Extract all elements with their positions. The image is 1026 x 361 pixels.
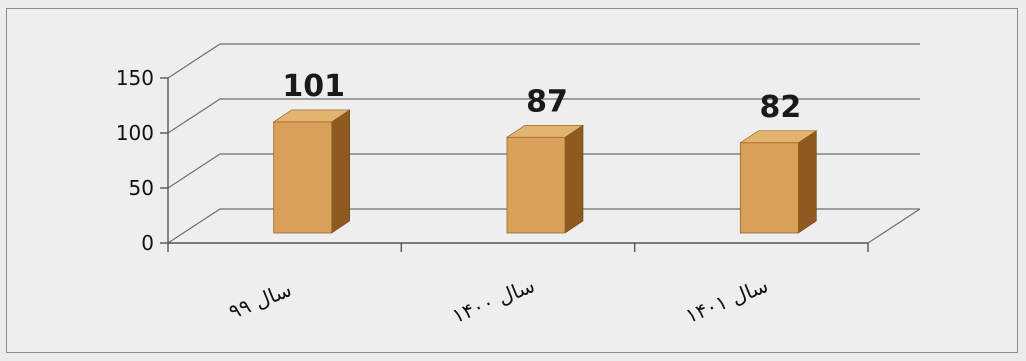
floor-edge xyxy=(867,208,921,244)
category-label: سال ۹۹ xyxy=(225,277,294,324)
data-label: 87 xyxy=(526,84,568,119)
data-label: 101 xyxy=(282,69,345,104)
data-labels: 101 87 82 xyxy=(282,69,801,125)
category-labels: سال ۹۹ سال ۱۴۰۰ سال ۱۴۰۱ xyxy=(225,273,771,328)
bar-side-face xyxy=(564,124,584,234)
bar xyxy=(506,124,584,234)
bar-front-face xyxy=(273,121,333,234)
gridline xyxy=(167,153,920,189)
gridline xyxy=(167,98,920,134)
y-tick-label: 100 xyxy=(116,121,154,145)
chart-axes xyxy=(160,77,921,252)
y-axis-tick-labels: 0 50 100 150 xyxy=(116,66,154,255)
bar xyxy=(739,130,818,234)
category-label: سال ۱۴۰۰ xyxy=(449,273,538,328)
y-tick-label: 150 xyxy=(116,66,154,90)
data-label: 82 xyxy=(759,90,801,125)
category-label: سال ۱۴۰۱ xyxy=(682,273,771,328)
bar xyxy=(272,109,351,234)
bar-side-face xyxy=(798,130,817,234)
y-tick-label: 0 xyxy=(141,231,154,255)
gridline xyxy=(167,43,920,79)
bar-front-face xyxy=(506,136,566,234)
bar-front-face xyxy=(739,142,799,234)
gridline xyxy=(167,208,920,244)
y-tick-label: 50 xyxy=(129,176,154,200)
chart-gridlines xyxy=(167,43,920,244)
bars xyxy=(272,109,818,234)
bar-side-face xyxy=(331,109,350,234)
